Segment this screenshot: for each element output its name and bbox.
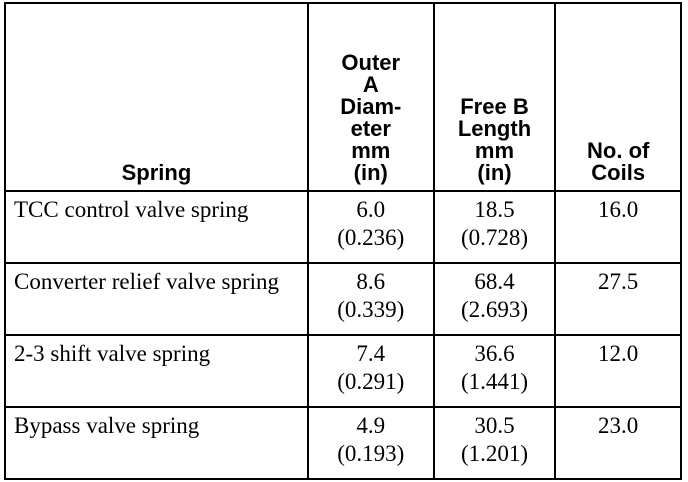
header-outer-diameter-line: eter <box>350 116 391 141</box>
free-length-cell: 30.5 (1.201) <box>432 406 557 480</box>
header-free-length-line: (in) <box>477 160 512 185</box>
free-length-cell: 68.4 (2.693) <box>432 262 557 336</box>
outer-diameter-mm: 7.4 <box>356 341 386 366</box>
outer-diameter-cell: 8.6 (0.339) <box>306 262 435 336</box>
header-outer-diameter-line: Outer <box>341 50 401 75</box>
outer-diameter-cell: 4.9 (0.193) <box>306 406 435 480</box>
header-row: Spring Outer A Diam- eter mm (in) Free B… <box>4 2 682 192</box>
outer-diameter-cell: 6.0 (0.236) <box>306 190 435 264</box>
header-outer-diameter: Outer A Diam- eter mm (in) <box>306 2 435 192</box>
coils-cell: 16.0 <box>554 190 682 264</box>
free-length-in: (2.693) <box>460 297 529 322</box>
free-length-in: (0.728) <box>460 225 529 250</box>
header-coils-line: No. of <box>587 138 650 163</box>
outer-diameter-cell: 7.4 (0.291) <box>306 334 435 408</box>
header-free-length-line: Length <box>457 116 532 141</box>
header-free-length: Free B Length mm (in) <box>432 2 557 192</box>
header-coils: No. of Coils <box>554 2 682 192</box>
free-length-cell: 18.5 (0.728) <box>432 190 557 264</box>
header-outer-diameter-line: (in) <box>353 160 388 185</box>
outer-diameter-mm: 6.0 <box>356 197 386 222</box>
spring-spec-table: Spring Outer A Diam- eter mm (in) Free B… <box>4 2 682 480</box>
header-outer-diameter-line: mm <box>351 138 391 163</box>
free-length-in: (1.441) <box>460 369 529 394</box>
coils-cell: 23.0 <box>554 406 682 480</box>
free-length-cell: 36.6 (1.441) <box>432 334 557 408</box>
table-row: TCC control valve spring 6.0 (0.236) 18.… <box>4 190 682 264</box>
spring-name-cell: Bypass valve spring <box>4 406 309 480</box>
table-row: Bypass valve spring 4.9 (0.193) 30.5 (1.… <box>4 406 682 480</box>
free-length-mm: 68.4 <box>474 269 515 294</box>
free-length-mm: 36.6 <box>474 341 515 366</box>
outer-diameter-in: (0.291) <box>337 369 405 394</box>
outer-diameter-in: (0.339) <box>337 297 405 322</box>
header-coils-line: Coils <box>591 160 646 185</box>
header-spring: Spring <box>4 2 309 192</box>
header-spring-label: Spring <box>121 160 192 185</box>
free-length-in: (1.201) <box>460 441 529 466</box>
coils-cell: 27.5 <box>554 262 682 336</box>
free-length-mm: 18.5 <box>474 197 515 222</box>
spring-name-cell: Converter relief valve spring <box>4 262 309 336</box>
coils-cell: 12.0 <box>554 334 682 408</box>
table-row: Converter relief valve spring 8.6 (0.339… <box>4 262 682 336</box>
header-free-length-line: Free B <box>460 94 529 119</box>
spring-name-cell: 2-3 shift valve spring <box>4 334 309 408</box>
outer-diameter-in: (0.236) <box>337 225 405 250</box>
free-length-mm: 30.5 <box>474 413 515 438</box>
outer-diameter-mm: 8.6 <box>356 269 386 294</box>
header-outer-diameter-line: A <box>362 72 379 97</box>
table-row: 2-3 shift valve spring 7.4 (0.291) 36.6 … <box>4 334 682 408</box>
spring-name-cell: TCC control valve spring <box>4 190 309 264</box>
header-free-length-line: mm <box>474 138 515 163</box>
outer-diameter-in: (0.193) <box>337 441 405 466</box>
outer-diameter-mm: 4.9 <box>356 413 386 438</box>
header-outer-diameter-line: Diam- <box>340 94 402 119</box>
